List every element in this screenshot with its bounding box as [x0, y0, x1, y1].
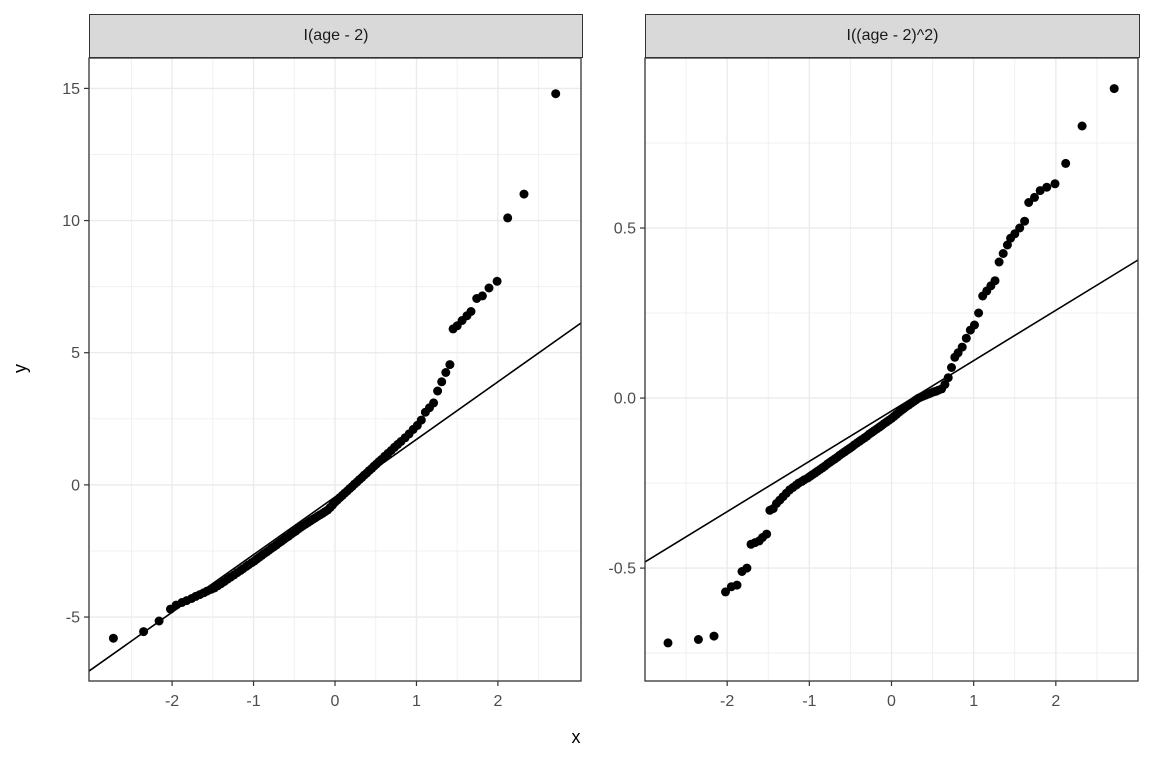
right-panel-data-point	[947, 363, 956, 372]
right-panel-data-point	[1024, 198, 1034, 207]
right-panel-data-point	[957, 342, 967, 352]
right-panel-data-point	[732, 580, 742, 590]
right-panel-x-tick-label: 2	[1051, 693, 1060, 710]
right-panel-x-tick-label: -2	[720, 693, 734, 710]
right-panel-data-point	[1015, 223, 1025, 233]
left-panel-data-point	[441, 368, 451, 377]
left-panel-data-point	[154, 616, 164, 626]
left-panel-data-point	[503, 213, 513, 223]
left-panel-data-point	[519, 189, 529, 199]
left-panel-y-tick-label: 15	[62, 81, 80, 98]
right-panel-data-point	[1042, 182, 1052, 192]
right-panel-data-point	[940, 380, 950, 389]
left-panel-data-point	[108, 633, 118, 643]
right-panel-reference-line	[644, 259, 1139, 563]
left-panel-data-point	[433, 386, 443, 396]
right-panel-data-point	[961, 333, 971, 343]
right-panel-data-point	[970, 320, 979, 330]
x-axis-title: x	[571, 727, 581, 747]
left-panel-y-tick-label: 5	[71, 345, 80, 362]
left-panel-x-tick-label: 1	[412, 693, 421, 710]
left-panel-data-point	[429, 398, 439, 408]
right-panel-data-point	[663, 638, 673, 648]
left-panel-x-tick-label: -1	[246, 693, 260, 710]
right-panel-x-tick-label: 1	[969, 693, 978, 710]
right-panel-x-tick-label: -1	[802, 693, 816, 710]
left-panel-x-tick-label: -2	[165, 693, 179, 710]
facet-strip-left: I(age - 2)	[89, 14, 583, 58]
right-panel-y-tick-label: 0.5	[614, 221, 636, 238]
right-panel-data-point	[709, 631, 719, 641]
right-panel-y-tick-label: -0.5	[608, 561, 636, 578]
right-panel-y-tick-label: 0.0	[614, 391, 636, 408]
left-panel-data-point	[551, 89, 561, 99]
left-panel-data-point	[416, 415, 426, 425]
right-panel-data-point	[943, 373, 953, 383]
facet-title-right: I((age - 2)^2)	[846, 27, 939, 44]
right-panel-data-point	[998, 249, 1008, 258]
right-panel-data-point	[742, 563, 752, 573]
right-panel-data-point	[1109, 84, 1119, 94]
left-panel-data-point	[492, 276, 502, 286]
right-panel-data-point	[1061, 158, 1071, 168]
right-panel-x-tick-label: 0	[887, 693, 896, 710]
right-panel-data-point	[974, 308, 984, 318]
right-panel-data-point	[994, 257, 1004, 267]
left-panel-data-point	[437, 377, 447, 387]
right-panel-data-point	[1030, 192, 1039, 202]
left-panel-x-tick-label: 2	[493, 693, 502, 710]
right-panel-data-point	[762, 529, 772, 539]
y-axis-title: y	[10, 364, 30, 373]
left-panel-data-point	[477, 291, 487, 301]
left-panel-data-point	[484, 283, 494, 293]
right-panel-data-point	[1020, 216, 1030, 226]
right-panel-data-point	[990, 276, 1000, 286]
left-panel-y-tick-label: -5	[66, 610, 80, 627]
left-panel-data-point	[445, 360, 455, 370]
left-panel-y-tick-label: 10	[62, 213, 80, 230]
right-panel-data-point	[1002, 240, 1012, 250]
left-panel-x-tick-label: 0	[331, 693, 340, 710]
left-panel-y-tick-label: 0	[71, 477, 80, 494]
right-panel-data-point	[1050, 179, 1060, 189]
facet-title-left: I(age - 2)	[303, 27, 369, 44]
left-panel-data-point	[466, 307, 476, 316]
right-panel-data-point	[693, 635, 703, 644]
right-panel-data-point	[721, 587, 730, 597]
right-panel-data-point	[1077, 121, 1087, 131]
left-panel-data-point	[139, 627, 149, 637]
